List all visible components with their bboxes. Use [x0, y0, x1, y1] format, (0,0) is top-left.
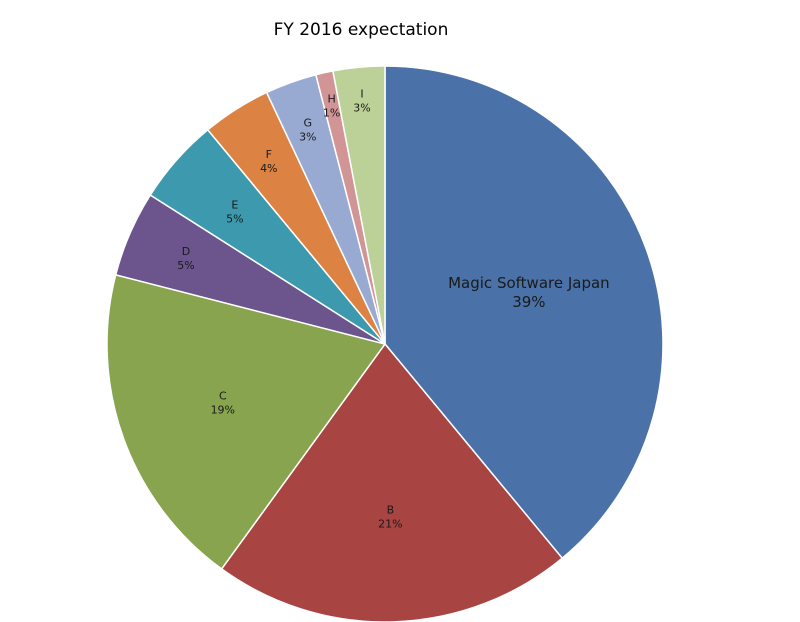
slice-label-e: E	[231, 199, 238, 212]
pie-labels: Magic Software Japan39%B21%C19%D5%E5%F4%…	[177, 87, 609, 530]
pie-slice-i	[332, 65, 386, 345]
slice-label-c: C	[219, 389, 227, 402]
pie-slice-magic-software-japan	[384, 65, 664, 560]
slice-value-b: 21%	[378, 517, 402, 530]
slice-label-i: I	[360, 87, 363, 100]
slice-value-d: 5%	[177, 259, 194, 272]
slice-label-magic-software-japan: Magic Software Japan	[448, 274, 610, 292]
slice-label-f: F	[266, 148, 272, 161]
slice-value-f: 4%	[260, 162, 277, 175]
slice-label-g: G	[304, 117, 313, 130]
slice-value-h: 1%	[323, 106, 340, 119]
slice-label-d: D	[182, 245, 190, 258]
slice-label-h: H	[327, 92, 335, 105]
slice-value-e: 5%	[226, 213, 243, 226]
slice-label-b: B	[387, 503, 395, 516]
pie-slices	[106, 65, 664, 622]
chart-title: FY 2016 expectation	[273, 20, 449, 40]
slice-value-g: 3%	[299, 131, 316, 144]
slice-value-c: 19%	[211, 403, 235, 416]
slice-value-i: 3%	[353, 101, 370, 114]
slice-value-magic-software-japan: 39%	[512, 293, 545, 311]
pie-slice-c	[106, 273, 387, 570]
